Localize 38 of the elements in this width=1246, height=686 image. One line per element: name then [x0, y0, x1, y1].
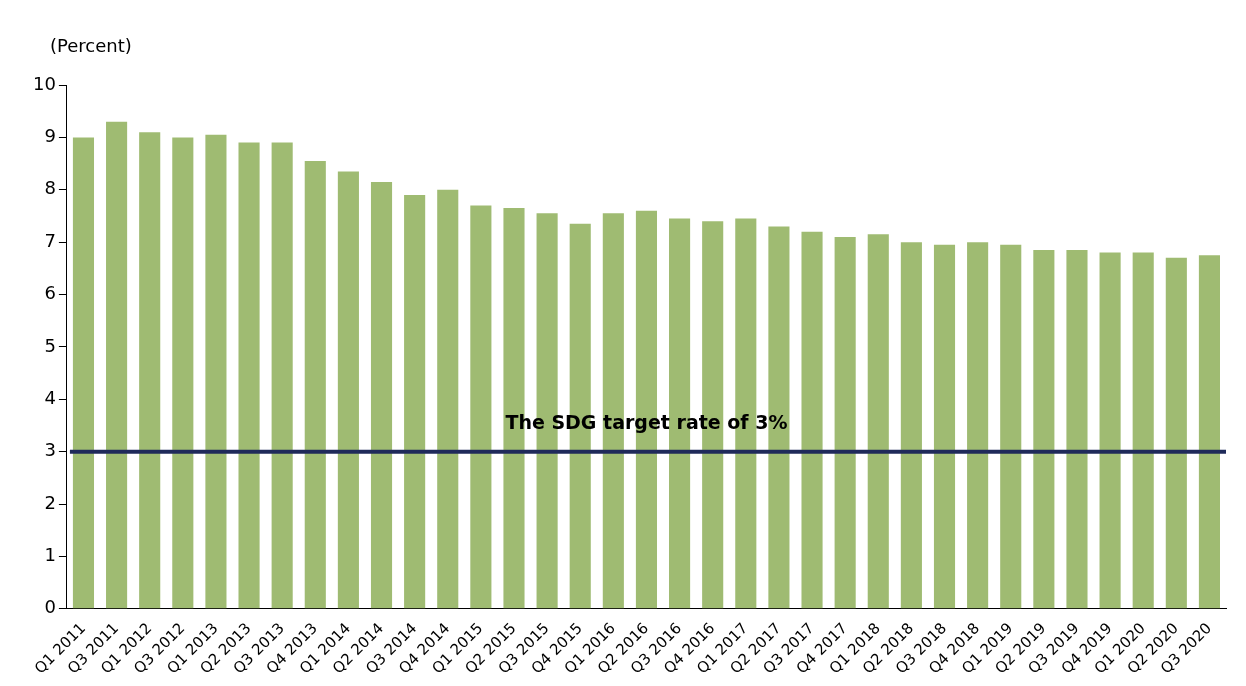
- bar: [271, 142, 293, 609]
- y-tick-label: 10: [33, 72, 56, 94]
- y-tick-label: 9: [44, 125, 56, 147]
- bar: [1000, 244, 1022, 609]
- bar: [1198, 255, 1220, 609]
- bar: [834, 236, 856, 609]
- bar: [801, 231, 823, 609]
- bar: [1099, 252, 1121, 609]
- y-tick-label: 2: [44, 491, 56, 513]
- bar: [1165, 257, 1187, 609]
- bar: [238, 142, 260, 609]
- bar: [72, 137, 95, 609]
- y-tick-label: 0: [44, 596, 56, 618]
- bar: [404, 195, 426, 609]
- bar: [106, 121, 128, 609]
- bar: [470, 205, 492, 609]
- bar: [337, 171, 359, 609]
- y-tick-label: 6: [44, 282, 56, 304]
- y-tick-label: 7: [44, 229, 56, 251]
- y-axis-title: (Percent): [50, 34, 132, 56]
- y-tick-label: 1: [44, 544, 56, 566]
- bar: [304, 160, 326, 609]
- bar: [900, 242, 922, 609]
- bar: [1066, 250, 1088, 609]
- bar: [437, 189, 459, 609]
- bar: [933, 244, 956, 609]
- y-tick-label: 8: [44, 177, 56, 199]
- bar: [1132, 252, 1154, 609]
- bar: [967, 242, 989, 609]
- y-tick-label: 4: [44, 386, 56, 408]
- y-tick-label: 3: [44, 439, 56, 461]
- bar: [867, 234, 889, 609]
- bar: [370, 181, 393, 609]
- bar: [205, 134, 227, 609]
- y-tick-label: 5: [44, 334, 56, 356]
- bar: [172, 137, 194, 609]
- bar: [1033, 250, 1055, 609]
- bar: [139, 132, 161, 609]
